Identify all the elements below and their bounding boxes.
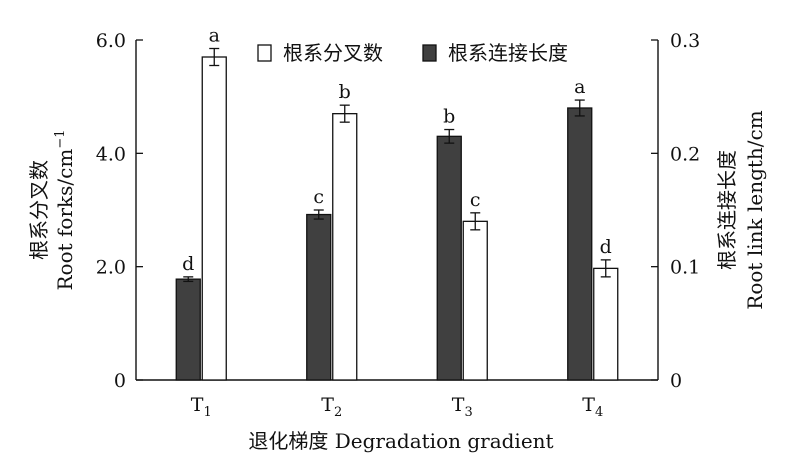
bar-forks [593,267,619,381]
x-axis-title: 退化梯度 Degradation gradient [248,429,553,453]
significance-letters: d c b a a b c d [182,25,612,275]
x-tick-label: T1 [191,394,212,420]
error-bars [183,47,611,283]
left-tick-label: 2.0 [96,257,126,279]
left-axis-title: 根系分叉数 Root forks/cm−1 [27,130,77,291]
bar-forks [462,220,488,381]
bar-link-length [436,135,462,381]
right-axis-title: 根系连接长度 Root link length/cm [715,110,767,309]
left-tick-label: 0 [114,370,126,392]
x-tick-label: T2 [321,394,342,420]
legend-label-forks: 根系分叉数 [283,41,383,65]
significance-letter: d [182,253,194,275]
right-axis-title-line2: Root link length/cm [743,110,767,309]
bar-forks [201,56,227,381]
ticks: 0 2.0 4.0 6.0 0 0.1 0.2 0.3 T1 T2 T3 T4 [96,30,700,420]
bar-link-length [306,213,332,381]
right-axis-title-line1: 根系连接长度 [715,150,739,270]
significance-letter: a [574,76,585,98]
significance-letter: b [339,81,351,103]
significance-letter: c [470,189,481,211]
bar-link-length [175,278,201,381]
x-tick-label: T3 [452,394,473,420]
legend: 根系分叉数 根系连接长度 [257,41,568,65]
right-tick-label: 0.2 [670,143,700,165]
legend-swatch-link [422,44,437,62]
legend-swatch-forks [257,44,272,62]
svg-text:Root forks/cm−1: Root forks/cm−1 [53,130,77,291]
left-axis-title-line1: 根系分叉数 [27,160,51,260]
significance-letter: c [313,186,324,208]
significance-letter: b [443,106,455,128]
bars [175,56,619,381]
left-tick-label: 6.0 [96,30,126,52]
left-axis-title-sup: −1 [53,130,68,149]
significance-letter: d [600,236,612,258]
bar-link-length [567,107,593,381]
left-tick-label: 4.0 [96,143,126,165]
legend-label-link: 根系连接长度 [448,41,568,65]
right-tick-label: 0 [670,370,682,392]
left-axis-title-line2: Root forks/cm [53,149,77,291]
x-tick-label: T4 [582,394,603,420]
right-tick-label: 0.1 [670,257,700,279]
significance-letter: a [209,25,220,47]
bar-forks [332,113,358,381]
right-tick-label: 0.3 [670,30,700,52]
